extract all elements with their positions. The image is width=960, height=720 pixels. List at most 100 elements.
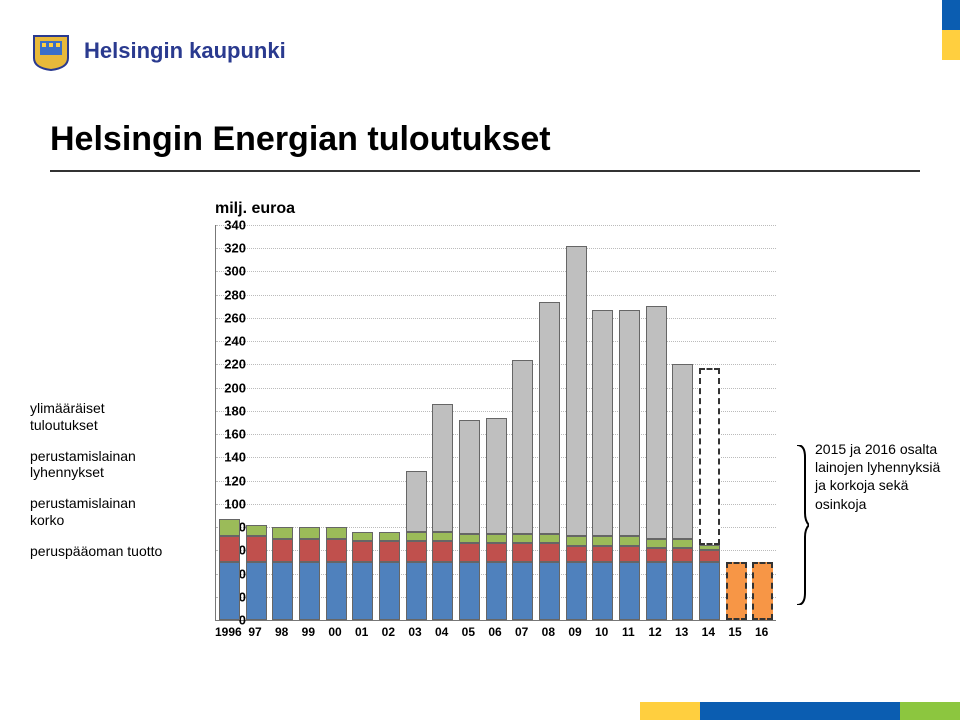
x-axis-label: 08 [542,625,555,639]
title-underline [50,170,920,172]
x-axis-label: 07 [515,625,528,639]
bar-segment-peruspaaoma [246,562,267,620]
bar-segment-korko [646,548,667,562]
bar-segment-lyhennykset [619,536,640,545]
bar-segment-peruspaaoma [352,562,373,620]
bar-segment-ylimaaraiset [566,246,587,536]
bar-segment-lyhennykset [566,536,587,545]
x-axis-label: 05 [462,625,475,639]
bar-segment-lyhennykset [592,536,613,545]
legend-item-korko: perustamislainan korko [30,495,165,529]
legend-item-peruspaaoma: peruspääoman tuotto [30,543,165,560]
grid-line [216,318,776,319]
chart-subtitle: milj. euroa [215,200,295,218]
bar-segment-korko [352,541,373,562]
bar-segment-lyhennykset [299,527,320,539]
bar-segment-ylimaaraiset [619,310,640,537]
grid-line [216,248,776,249]
bar-segment-peruspaaoma [592,562,613,620]
x-axis-label: 02 [382,625,395,639]
bar-segment-peruspaaoma [486,562,507,620]
bar-segment-lyhennykset [486,534,507,543]
y-axis-label: 240 [216,334,246,349]
bar-segment-korko [592,546,613,562]
y-axis-label: 100 [216,496,246,511]
helsinki-logo-icon [30,30,72,72]
decorative-top-blocks [942,0,960,60]
chart: 0204060801001201401601802002202402602803… [180,225,790,645]
y-axis-label: 180 [216,403,246,418]
bar-segment-ylimaaraiset [539,302,560,534]
bar-segment-peruspaaoma [272,562,293,620]
bar-segment-lyhennykset [459,534,480,543]
grid-line [216,295,776,296]
bar-segment-peruspaaoma [619,562,640,620]
y-axis-label: 120 [216,473,246,488]
bar-segment-lyhennykset [272,527,293,539]
chart-plot-area: 0204060801001201401601802002202402602803… [215,225,776,621]
bar-segment-lyhennykset [539,534,560,543]
bar-segment-ylimaaraiset [486,418,507,534]
page-title: Helsingin Energian tuloutukset [50,120,551,159]
decorative-footer-blocks [640,702,960,720]
bar-segment-lyhennykset [672,539,693,548]
bar-segment-korko [406,541,427,562]
bar-segment-ylimaaraiset [512,360,533,534]
bar-segment-ylimaaraiset [699,368,720,545]
bar-segment-peruspaaoma [432,562,453,620]
bar-segment-korko [326,539,347,562]
bar-segment-peruspaaoma [699,562,720,620]
legend-item-lyhennykset: perustamislainan lyhennykset [30,448,165,482]
x-axis-label: 00 [328,625,341,639]
bar-segment-ylimaaraiset [406,471,427,531]
org-name: Helsingin kaupunki [84,38,286,64]
x-axis-label: 10 [595,625,608,639]
legend-left: ylimääräiset tuloutukset perustamislaina… [30,400,165,574]
bar-segment-korko [486,543,507,562]
bar-segment-korko [672,548,693,562]
bar-segment-peruspaaoma [219,562,240,620]
bar-segment-peruspaaoma [566,562,587,620]
bar-segment-lyhennykset [699,545,720,551]
grid-line [216,341,776,342]
bar-segment-lyhennykset [326,527,347,539]
x-axis-label: 14 [702,625,715,639]
bar-segment-korko [246,536,267,562]
x-axis-label: 11 [622,625,635,639]
bar-segment-korko [379,541,400,562]
bar-segment-korko [566,546,587,562]
x-axis-label: 16 [755,625,768,639]
y-axis-label: 200 [216,380,246,395]
bar-segment-lyhennykset [432,532,453,541]
bar-segment-lyhennykset [646,539,667,548]
legend-item-ylimaaraiset: ylimääräiset tuloutukset [30,400,165,434]
bar-segment-peruspaaoma [726,562,747,620]
bar-segment-peruspaaoma [459,562,480,620]
bar-segment-korko [219,536,240,562]
y-axis-label: 220 [216,357,246,372]
bar-segment-peruspaaoma [379,562,400,620]
x-axis-label: 04 [435,625,448,639]
x-axis-label: 03 [408,625,421,639]
bar-segment-ylimaaraiset [432,404,453,532]
grid-line [216,225,776,226]
bar-segment-lyhennykset [246,525,267,537]
x-axis-label: 15 [728,625,741,639]
x-axis-label: 97 [248,625,261,639]
header: Helsingin kaupunki [30,30,286,72]
x-axis-label: 12 [648,625,661,639]
bar-segment-korko [699,550,720,562]
brace-icon [795,445,809,605]
bar-segment-korko [459,543,480,562]
y-axis-label: 140 [216,450,246,465]
bar-segment-peruspaaoma [512,562,533,620]
x-axis-label: 09 [568,625,581,639]
y-axis-label: 160 [216,427,246,442]
y-axis-label: 260 [216,310,246,325]
bar-segment-peruspaaoma [672,562,693,620]
y-axis-label: 340 [216,218,246,233]
y-axis-label: 320 [216,241,246,256]
bar-segment-lyhennykset [406,532,427,541]
bar-segment-korko [539,543,560,562]
bar-segment-korko [619,546,640,562]
